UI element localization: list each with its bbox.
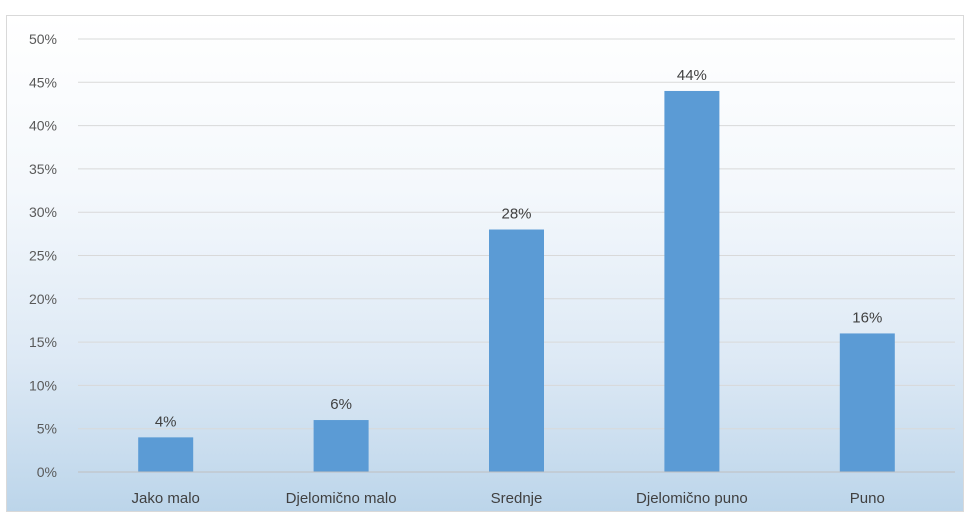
gridlines (78, 38, 955, 430)
bar (313, 420, 369, 472)
y-tick-label: 20% (29, 291, 57, 307)
bar (489, 229, 544, 472)
y-tick-label: 35% (29, 161, 57, 177)
bar (839, 333, 895, 472)
bar (138, 437, 194, 472)
y-tick-label: 45% (29, 74, 57, 90)
data-label: 44% (677, 67, 707, 84)
x-tick-label: Djelomično malo (286, 490, 397, 507)
data-label: 6% (330, 396, 352, 413)
bars (138, 90, 895, 473)
y-tick-label: 40% (29, 118, 57, 134)
data-labels: 4% 6% 28% 44% 16% (155, 67, 882, 430)
x-axis-categories: Jako malo Djelomično malo Srednje Djelomičn… (132, 490, 885, 507)
data-label: 28% (501, 206, 531, 223)
y-tick-label: 10% (29, 377, 57, 393)
y-axis-ticks: 0% 5% 10% 15% 20% 25% 30% 35% 40% 45% 50% (29, 31, 57, 480)
y-tick-label: 50% (29, 31, 57, 47)
y-tick-label: 0% (37, 464, 57, 480)
x-tick-label: Srednje (491, 490, 543, 507)
x-tick-label: Jako malo (132, 490, 200, 507)
bar (664, 90, 720, 473)
y-tick-label: 25% (29, 248, 57, 264)
x-tick-label: Djelomično puno (636, 490, 748, 507)
data-label: 16% (852, 309, 882, 326)
y-tick-label: 15% (29, 334, 57, 350)
y-tick-label: 30% (29, 204, 57, 220)
x-tick-label: Puno (850, 490, 885, 507)
y-tick-label: 5% (37, 421, 57, 437)
data-label: 4% (155, 413, 177, 430)
